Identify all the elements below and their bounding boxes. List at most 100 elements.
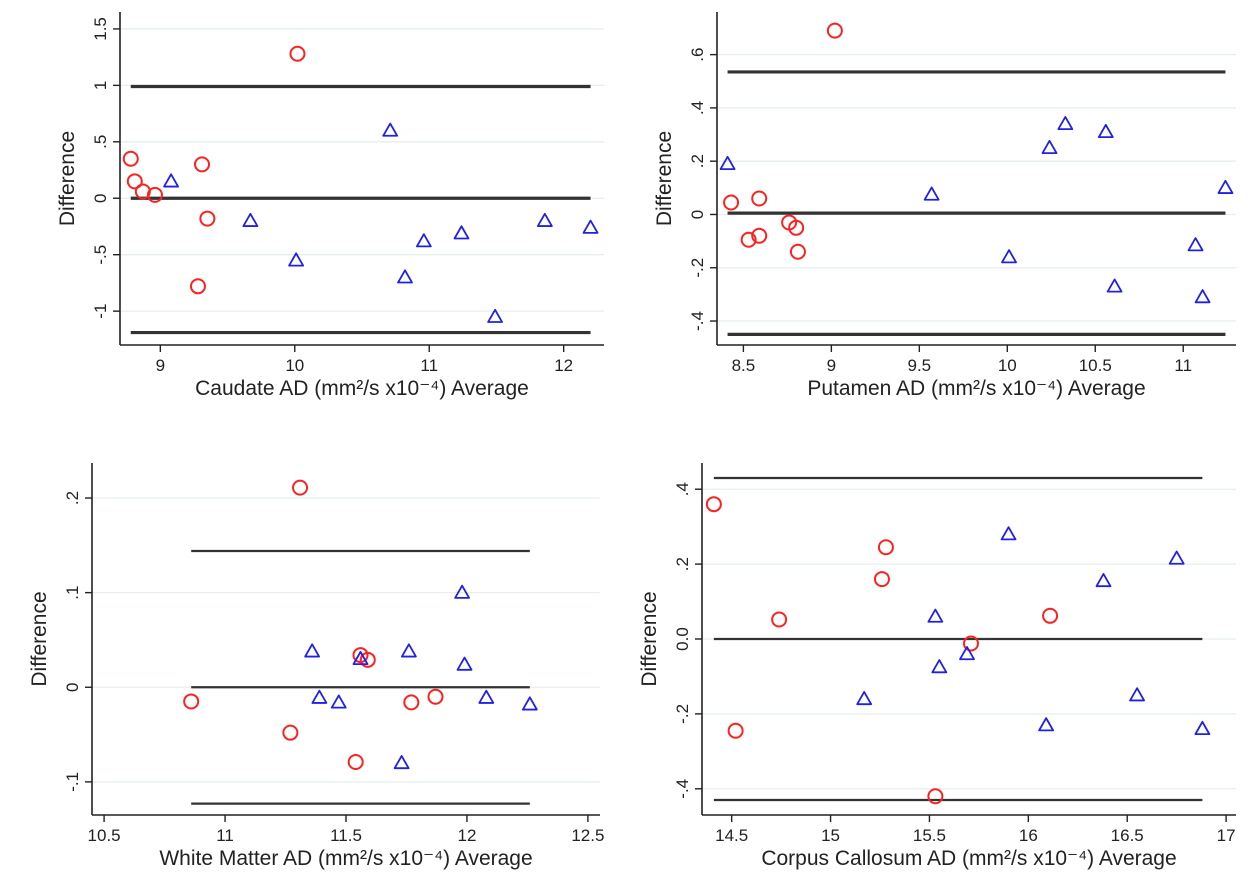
circle-marker bbox=[189, 278, 206, 295]
x-axis-label: Corpus Callosum AD (mm²/s x10⁻⁴) Average bbox=[761, 847, 1176, 870]
x-tick-label: 9 bbox=[156, 356, 165, 375]
triangle-marker bbox=[1194, 289, 1211, 304]
y-tick-label: -.4 bbox=[688, 311, 707, 331]
circle-marker bbox=[403, 694, 420, 711]
x-tick-label: 9 bbox=[827, 356, 836, 375]
x-tick-label: 8.5 bbox=[732, 356, 756, 375]
x-tick-label: 17 bbox=[1217, 826, 1236, 845]
circle-marker bbox=[873, 571, 890, 588]
triangle-marker bbox=[1001, 249, 1017, 264]
panel-3: 10.5 11 11.5 12 12.5 .2 .1 0 -.1 White Matter AD … bbox=[28, 463, 604, 870]
x-tick-label: 12 bbox=[457, 826, 476, 845]
x-tick-label: 10 bbox=[998, 356, 1017, 375]
y-axis-label: Difference bbox=[28, 591, 51, 686]
circle-marker bbox=[289, 45, 306, 62]
circle-marker bbox=[723, 194, 740, 211]
triangle-marker bbox=[536, 212, 553, 227]
y-tick-label: -1 bbox=[91, 304, 110, 319]
circle-marker bbox=[788, 219, 805, 236]
circle-marker bbox=[122, 150, 139, 167]
circle-marker bbox=[740, 231, 757, 248]
triangle-marker bbox=[393, 755, 410, 770]
y-tick-label: .2 bbox=[63, 491, 82, 505]
y-axis-label: Difference bbox=[56, 131, 79, 226]
triangle-marker bbox=[330, 694, 347, 709]
triangle-marker bbox=[1194, 720, 1211, 736]
triangle-marker bbox=[456, 656, 473, 671]
x-axis-label: Caudate AD (mm²/s x10⁻⁴) Average bbox=[195, 377, 529, 400]
triangle-marker bbox=[311, 689, 328, 704]
y-tick-label: -.4 bbox=[673, 779, 692, 799]
x-axis-label: Putamen AD (mm²/s x10⁻⁴) Average bbox=[807, 377, 1145, 400]
y-tick-label: .2 bbox=[673, 557, 692, 571]
triangle-marker bbox=[923, 186, 940, 201]
circle-marker bbox=[877, 539, 894, 556]
circle-marker bbox=[183, 693, 200, 710]
triangle-marker bbox=[1187, 237, 1204, 252]
panel-4: 14.5 15 15.5 16 16.5 17 .4 .2 0.0 -.2 -.4 Corpus Ca… bbox=[638, 463, 1236, 870]
circle-marker bbox=[126, 173, 143, 190]
triangle-marker bbox=[959, 646, 975, 661]
triangle-marker bbox=[1095, 573, 1112, 588]
x-tick-label: 10.5 bbox=[88, 826, 121, 845]
triangle-marker bbox=[1041, 139, 1058, 155]
y-axis-label: Difference bbox=[638, 591, 661, 686]
x-tick-label: 9.5 bbox=[908, 356, 932, 375]
x-tick-label: 16 bbox=[1019, 826, 1038, 845]
triangle-marker bbox=[931, 659, 948, 674]
circle-marker bbox=[826, 22, 843, 39]
circle-marker bbox=[427, 688, 444, 705]
x-tick-label: 15 bbox=[821, 826, 840, 845]
triangle-marker bbox=[927, 608, 944, 623]
x-tick-label: 10 bbox=[285, 356, 304, 375]
circle-marker bbox=[927, 788, 944, 805]
triangle-marker bbox=[163, 173, 179, 188]
triangle-marker bbox=[1106, 278, 1123, 293]
circle-marker bbox=[727, 722, 744, 739]
triangle-marker bbox=[453, 225, 470, 240]
triangle-marker bbox=[478, 689, 495, 704]
circle-marker bbox=[194, 156, 211, 173]
triangle-marker bbox=[1000, 526, 1017, 541]
x-tick-label: 14.5 bbox=[715, 826, 748, 845]
x-tick-label: 11 bbox=[420, 356, 438, 375]
y-tick-label: .5 bbox=[91, 135, 110, 149]
triangle-marker bbox=[1217, 179, 1234, 194]
x-tick-label: 16.5 bbox=[1111, 826, 1144, 845]
circle-marker bbox=[199, 210, 216, 227]
y-tick-label: .4 bbox=[673, 482, 692, 496]
x-axis-label: White Matter AD (mm²/s x10⁻⁴) Average bbox=[159, 847, 532, 870]
x-tick-label: 12.5 bbox=[571, 826, 604, 845]
triangle-marker bbox=[304, 643, 321, 658]
triangle-marker bbox=[521, 696, 538, 711]
triangle-marker bbox=[1038, 717, 1055, 732]
triangle-marker bbox=[397, 269, 413, 284]
y-tick-label: -.2 bbox=[673, 704, 692, 724]
triangle-marker bbox=[288, 252, 305, 267]
circle-marker bbox=[282, 724, 299, 741]
y-tick-label: 0 bbox=[63, 683, 82, 692]
x-tick-label: 10.5 bbox=[1079, 356, 1112, 375]
triangle-marker bbox=[242, 212, 259, 227]
y-tick-label: .6 bbox=[688, 48, 707, 62]
circle-marker bbox=[771, 611, 788, 628]
triangle-marker bbox=[487, 308, 504, 323]
triangle-marker bbox=[1129, 687, 1146, 702]
y-tick-label: 0.0 bbox=[673, 627, 692, 651]
y-tick-label: 0 bbox=[688, 210, 707, 219]
circle-marker bbox=[347, 754, 364, 771]
y-tick-label: .1 bbox=[63, 586, 82, 600]
y-tick-label: 1.5 bbox=[91, 17, 110, 41]
triangle-marker bbox=[400, 643, 417, 658]
triangle-marker bbox=[1168, 550, 1185, 565]
y-axis-label: Difference bbox=[653, 131, 676, 226]
circle-marker bbox=[789, 243, 806, 260]
circle-marker bbox=[146, 186, 163, 203]
x-tick-label: 11.5 bbox=[330, 826, 362, 845]
triangle-marker bbox=[856, 691, 873, 706]
triangle-marker bbox=[582, 219, 599, 234]
circle-marker bbox=[751, 190, 768, 207]
triangle-marker bbox=[1057, 115, 1074, 131]
